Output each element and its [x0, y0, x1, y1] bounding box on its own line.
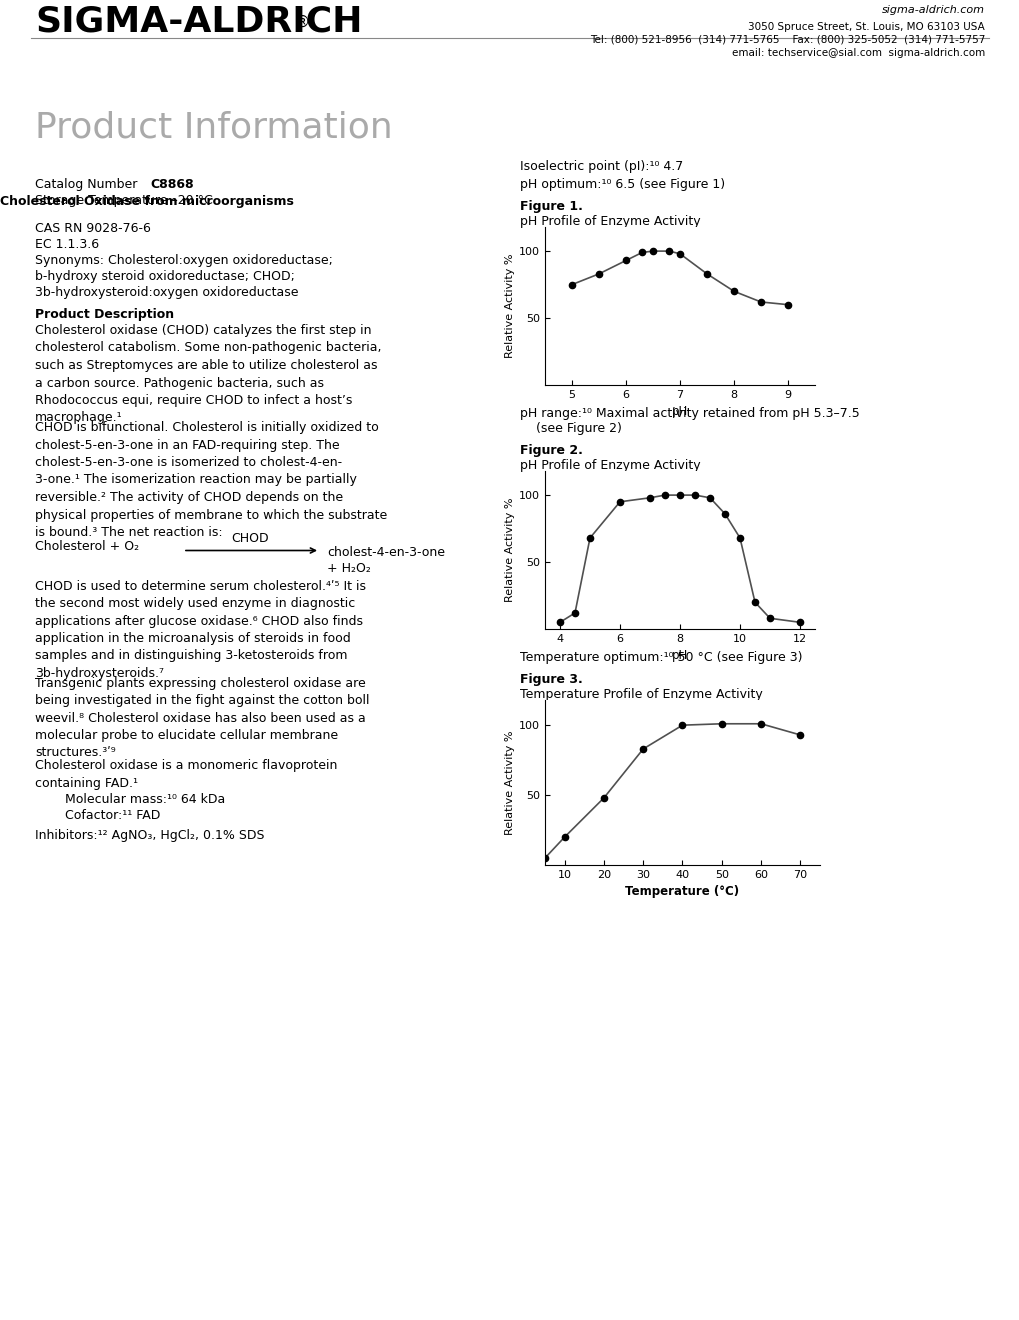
Text: pH Profile of Enzyme Activity: pH Profile of Enzyme Activity [520, 215, 700, 228]
Text: cholest-4-en-3-one: cholest-4-en-3-one [327, 546, 444, 560]
Text: Cholesterol + O₂: Cholesterol + O₂ [35, 540, 139, 553]
Text: CAS RN 9028-76-6: CAS RN 9028-76-6 [35, 222, 151, 235]
Text: EC 1.1.3.6: EC 1.1.3.6 [35, 238, 99, 251]
Text: C8868: C8868 [150, 178, 194, 191]
Text: Storage Temperature –20 °C: Storage Temperature –20 °C [35, 194, 213, 207]
X-axis label: pH: pH [672, 405, 688, 418]
Text: (see Figure 2): (see Figure 2) [520, 422, 622, 436]
Text: Product Description: Product Description [35, 308, 174, 321]
X-axis label: pH: pH [672, 649, 688, 663]
Text: CHOD is used to determine serum cholesterol.⁴ʹ⁵ It is
the second most widely use: CHOD is used to determine serum choleste… [35, 579, 366, 680]
Text: Temperature optimum:¹⁰ 50 °C (see Figure 3): Temperature optimum:¹⁰ 50 °C (see Figure… [520, 651, 802, 664]
Text: Catalog Number: Catalog Number [35, 178, 142, 191]
Text: Cholesterol oxidase is a monomeric flavoprotein
containing FAD.¹: Cholesterol oxidase is a monomeric flavo… [35, 759, 337, 789]
Text: b-hydroxy steroid oxidoreductase; CHOD;: b-hydroxy steroid oxidoreductase; CHOD; [35, 271, 294, 282]
Text: Figure 2.: Figure 2. [520, 444, 582, 457]
Text: ®: ® [294, 15, 310, 30]
Text: 3b-hydroxysteroid:oxygen oxidoreductase: 3b-hydroxysteroid:oxygen oxidoreductase [35, 286, 299, 300]
Text: Cofactor:¹¹ FAD: Cofactor:¹¹ FAD [65, 809, 160, 822]
Text: Tel: (800) 521-8956  (314) 771-5765    Fax: (800) 325-5052  (314) 771-5757: Tel: (800) 521-8956 (314) 771-5765 Fax: … [589, 36, 984, 45]
Text: Inhibitors:¹² AgNO₃, HgCl₂, 0.1% SDS: Inhibitors:¹² AgNO₃, HgCl₂, 0.1% SDS [35, 829, 264, 842]
Text: Figure 3.: Figure 3. [520, 673, 582, 686]
Text: Transgenic plants expressing cholesterol oxidase are
being investigated in the f: Transgenic plants expressing cholesterol… [35, 676, 369, 759]
Y-axis label: Relative Activity %: Relative Activity % [504, 253, 515, 358]
Text: Molecular mass:¹⁰ 64 kDa: Molecular mass:¹⁰ 64 kDa [65, 793, 225, 807]
X-axis label: Temperature (°C): Temperature (°C) [625, 886, 739, 899]
Y-axis label: Relative Activity %: Relative Activity % [504, 730, 515, 834]
Text: pH Profile of Enzyme Activity: pH Profile of Enzyme Activity [520, 459, 700, 473]
Text: SIGMA-ALDRICH: SIGMA-ALDRICH [35, 5, 362, 40]
Text: Isoelectric point (pI):¹⁰ 4.7: Isoelectric point (pI):¹⁰ 4.7 [520, 160, 683, 173]
Y-axis label: Relative Activity %: Relative Activity % [504, 498, 515, 602]
Text: email: techservice@sial.com  sigma-aldrich.com: email: techservice@sial.com sigma-aldric… [731, 48, 984, 58]
Text: 3050 Spruce Street, St. Louis, MO 63103 USA: 3050 Spruce Street, St. Louis, MO 63103 … [748, 22, 984, 32]
Text: pH range:¹⁰ Maximal activity retained from pH 5.3–7.5: pH range:¹⁰ Maximal activity retained fr… [520, 407, 859, 420]
Text: Cholesterol oxidase (CHOD) catalyzes the first step in
cholesterol catabolism. S: Cholesterol oxidase (CHOD) catalyzes the… [35, 323, 381, 425]
Text: Synonyms: Cholesterol:oxygen oxidoreductase;: Synonyms: Cholesterol:oxygen oxidoreduct… [35, 253, 332, 267]
Text: Product Information: Product Information [35, 111, 392, 145]
Text: + H₂O₂: + H₂O₂ [327, 561, 371, 574]
Text: CHOD is bifunctional. Cholesterol is initially oxidized to
cholest-5-en-3-one in: CHOD is bifunctional. Cholesterol is ini… [35, 421, 387, 539]
Text: sigma-aldrich.com: sigma-aldrich.com [881, 5, 984, 15]
Text: Cholesterol Oxidase from microorganisms: Cholesterol Oxidase from microorganisms [0, 195, 293, 209]
Text: Temperature Profile of Enzyme Activity: Temperature Profile of Enzyme Activity [520, 688, 762, 701]
Text: CHOD: CHOD [231, 532, 269, 545]
Text: pH optimum:¹⁰ 6.5 (see Figure 1): pH optimum:¹⁰ 6.5 (see Figure 1) [520, 178, 725, 191]
Text: Figure 1.: Figure 1. [520, 201, 582, 213]
